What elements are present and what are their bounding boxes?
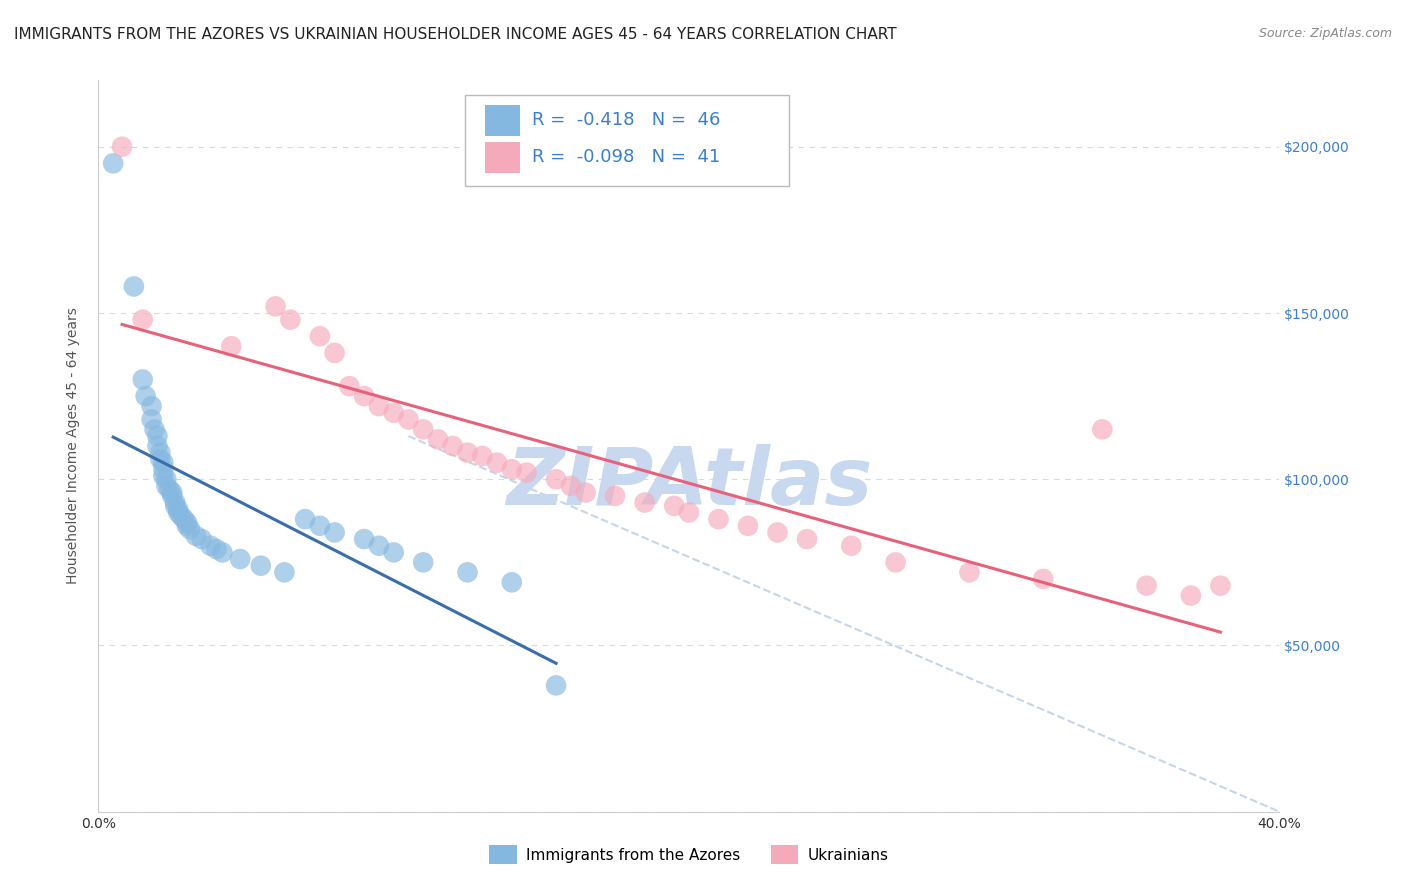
Point bbox=[501, 575, 523, 590]
Point bbox=[457, 566, 479, 580]
Bar bbox=[485, 142, 520, 172]
Point bbox=[471, 449, 494, 463]
Point bbox=[841, 539, 863, 553]
Point bbox=[146, 429, 169, 443]
Point bbox=[167, 506, 190, 520]
Point bbox=[382, 545, 405, 559]
Point bbox=[141, 412, 163, 426]
Point bbox=[605, 489, 627, 503]
Point bbox=[191, 532, 214, 546]
Point bbox=[152, 462, 174, 476]
Point bbox=[132, 372, 155, 386]
Legend: Immigrants from the Azores, Ukrainians: Immigrants from the Azores, Ukrainians bbox=[484, 839, 894, 870]
Point bbox=[155, 479, 177, 493]
Point bbox=[184, 529, 207, 543]
Point bbox=[264, 299, 287, 313]
Bar bbox=[485, 105, 520, 136]
Point bbox=[170, 508, 193, 523]
Point bbox=[1180, 589, 1202, 603]
Point bbox=[165, 499, 187, 513]
Point bbox=[165, 495, 187, 509]
Point bbox=[737, 518, 759, 533]
Point bbox=[132, 312, 155, 326]
Point bbox=[560, 479, 582, 493]
Point bbox=[250, 558, 273, 573]
Point bbox=[162, 489, 183, 503]
Point bbox=[634, 495, 657, 509]
Point bbox=[766, 525, 789, 540]
Point bbox=[457, 445, 479, 459]
Point bbox=[122, 279, 145, 293]
Point bbox=[412, 422, 434, 436]
Point bbox=[176, 516, 198, 530]
Point bbox=[103, 156, 125, 170]
Point bbox=[707, 512, 730, 526]
Point bbox=[1032, 572, 1054, 586]
Point bbox=[412, 555, 434, 569]
Point bbox=[486, 456, 509, 470]
Point bbox=[546, 678, 568, 692]
Point bbox=[309, 518, 332, 533]
Point bbox=[155, 472, 177, 486]
Point bbox=[294, 512, 316, 526]
Point bbox=[323, 346, 346, 360]
Point bbox=[959, 566, 981, 580]
Point bbox=[575, 485, 598, 500]
Point bbox=[152, 469, 174, 483]
Point bbox=[427, 433, 450, 447]
Point bbox=[1209, 579, 1232, 593]
FancyBboxPatch shape bbox=[464, 95, 789, 186]
Point bbox=[1091, 422, 1114, 436]
Point bbox=[179, 522, 201, 536]
Point bbox=[1136, 579, 1159, 593]
Point bbox=[200, 539, 222, 553]
Point bbox=[141, 399, 163, 413]
Point bbox=[501, 462, 523, 476]
Point bbox=[221, 339, 243, 353]
Point bbox=[173, 512, 195, 526]
Point bbox=[149, 452, 172, 467]
Point bbox=[382, 406, 405, 420]
Point bbox=[280, 312, 302, 326]
Point bbox=[368, 539, 391, 553]
Point bbox=[441, 439, 464, 453]
Point bbox=[516, 466, 538, 480]
Point bbox=[167, 502, 190, 516]
Point bbox=[353, 389, 375, 403]
Point bbox=[309, 329, 332, 343]
Point bbox=[796, 532, 818, 546]
Text: R =  -0.098   N =  41: R = -0.098 N = 41 bbox=[531, 148, 720, 166]
Point bbox=[205, 542, 228, 557]
Point bbox=[146, 439, 169, 453]
Y-axis label: Householder Income Ages 45 - 64 years: Householder Income Ages 45 - 64 years bbox=[66, 308, 80, 584]
Point bbox=[111, 140, 134, 154]
Point bbox=[135, 389, 157, 403]
Point bbox=[546, 472, 568, 486]
Point bbox=[176, 518, 198, 533]
Point bbox=[398, 412, 420, 426]
Point bbox=[143, 422, 166, 436]
Point bbox=[149, 445, 172, 459]
Text: IMMIGRANTS FROM THE AZORES VS UKRAINIAN HOUSEHOLDER INCOME AGES 45 - 64 YEARS CO: IMMIGRANTS FROM THE AZORES VS UKRAINIAN … bbox=[14, 27, 897, 42]
Text: Source: ZipAtlas.com: Source: ZipAtlas.com bbox=[1258, 27, 1392, 40]
Point bbox=[152, 456, 174, 470]
Point bbox=[157, 482, 180, 496]
Point bbox=[273, 566, 295, 580]
Point bbox=[664, 499, 686, 513]
Text: R =  -0.418   N =  46: R = -0.418 N = 46 bbox=[531, 112, 720, 129]
Point bbox=[211, 545, 233, 559]
Point bbox=[323, 525, 346, 540]
Point bbox=[339, 379, 361, 393]
Point bbox=[229, 552, 252, 566]
Text: ZIPAtlas: ZIPAtlas bbox=[506, 443, 872, 522]
Point bbox=[353, 532, 375, 546]
Point bbox=[162, 485, 183, 500]
Point bbox=[884, 555, 907, 569]
Point bbox=[368, 399, 391, 413]
Point bbox=[678, 506, 700, 520]
